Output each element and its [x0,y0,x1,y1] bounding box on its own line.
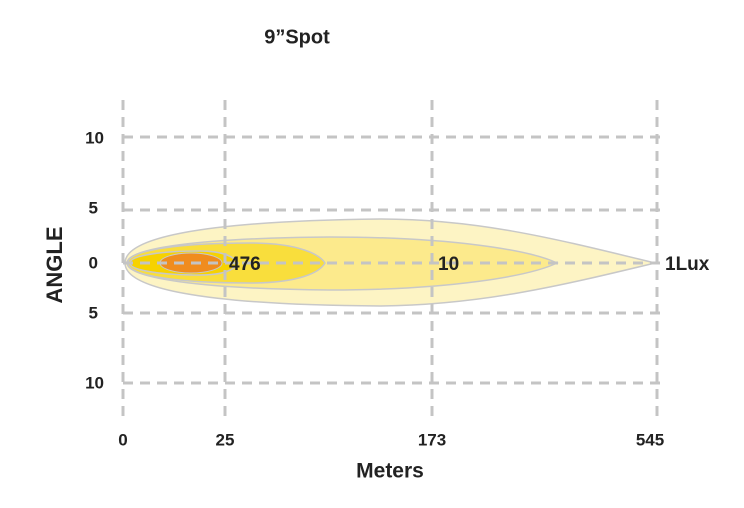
contour-label: 10 [438,254,459,275]
x-tick-label: 0 [118,430,127,449]
x-tick-label: 545 [636,430,664,449]
x-axis-label: Meters [356,460,424,483]
y-tick-label: 5 [89,198,98,217]
contours [124,218,656,307]
x-tick-label: 173 [418,430,446,449]
y-tick-label: 10 [85,373,104,392]
grid [121,100,660,418]
x-tick-label: 25 [216,430,235,449]
chart-title: 9”Spot [264,26,330,48]
contour-label: 476 [229,254,261,275]
y-tick-label: 5 [89,303,98,322]
contour-label: 1Lux [665,254,710,275]
y-axis-label: ANGLE [42,227,67,304]
y-tick-label: 10 [85,128,104,147]
y-tick-label: 0 [89,253,98,272]
